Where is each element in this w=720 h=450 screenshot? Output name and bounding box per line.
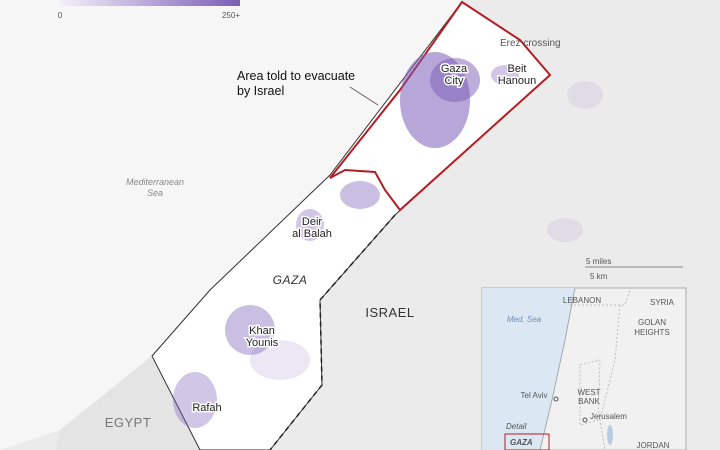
- evacuation-area: [329, 0, 552, 212]
- inset-map: [481, 287, 687, 450]
- place-label: Deir al Balah: [292, 216, 332, 240]
- scale-label: 5 km: [590, 272, 608, 281]
- sea: [0, 0, 462, 450]
- inset-label: LEBANON: [563, 296, 601, 305]
- erez-label: Erez crossing: [500, 38, 561, 49]
- inset-label: GOLAN HEIGHTS: [634, 318, 670, 337]
- place-label: Gaza City: [441, 63, 468, 87]
- legend-label: 0: [58, 11, 63, 20]
- annotation: Area told to evacuate by Israel: [237, 69, 355, 98]
- inset-label: Detail: [506, 422, 527, 431]
- place-label: Khan Younis: [246, 325, 279, 349]
- region-label: EGYPT: [105, 415, 152, 430]
- inset-label: JORDAN: [637, 441, 670, 450]
- inset-label: Tel Aviv: [521, 391, 548, 400]
- inset-label: Med. Sea: [507, 315, 542, 324]
- inset-label: WEST BANK: [577, 388, 600, 406]
- inset-label: Jerusalem: [590, 412, 627, 421]
- inset-label: SYRIA: [650, 298, 675, 307]
- place-label: Beit Hanoun: [498, 63, 537, 87]
- scale-label: 5 miles: [586, 257, 611, 266]
- region-label: ISRAEL: [365, 305, 414, 320]
- annotation-line: [349, 86, 379, 106]
- density: [173, 52, 603, 428]
- legend-bar: [60, 0, 240, 6]
- border: [269, 214, 396, 450]
- inset-label: GAZA: [510, 438, 533, 447]
- sea-label: Mediterranean Sea: [126, 177, 184, 198]
- region-label: GAZA: [273, 273, 308, 287]
- place-label: Rafah: [192, 402, 221, 414]
- legend-label: 250+: [222, 11, 240, 20]
